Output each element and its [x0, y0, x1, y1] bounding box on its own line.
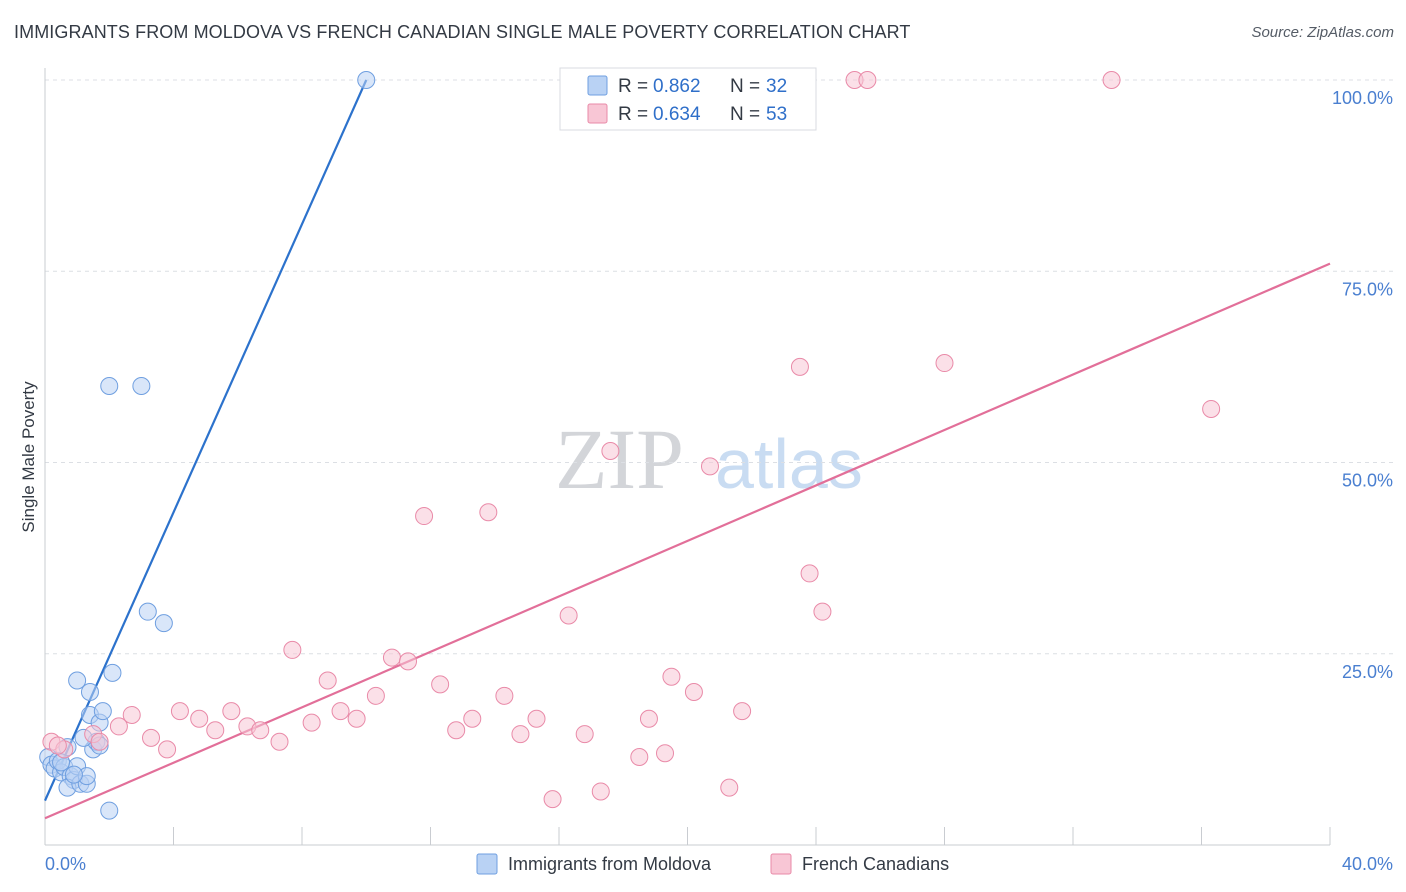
legend-r-label-french-canadians: R =	[618, 104, 648, 125]
data-points	[39, 71, 1221, 820]
point-french-canadians	[858, 71, 877, 89]
point-french-canadians	[1102, 71, 1121, 89]
trend-line-moldova	[43, 79, 368, 802]
point-moldova	[154, 614, 173, 633]
point-french-canadians	[800, 564, 819, 583]
point-french-canadians	[347, 709, 366, 728]
y-tick-label: 50.0%	[1342, 471, 1393, 491]
point-french-canadians	[813, 602, 832, 621]
point-french-canadians	[656, 744, 675, 763]
point-french-canadians	[109, 717, 128, 736]
point-moldova	[68, 671, 87, 690]
point-french-canadians	[222, 702, 241, 721]
point-french-canadians	[366, 686, 385, 705]
bottom-legend-label-moldova: Immigrants from Moldova	[508, 854, 712, 874]
legend-swatch-moldova	[587, 75, 608, 96]
point-french-canadians	[331, 702, 350, 721]
point-french-canadians	[733, 702, 752, 721]
point-french-canadians	[935, 354, 954, 373]
point-french-canadians	[158, 740, 177, 759]
point-french-canadians	[790, 357, 809, 376]
chart-title: IMMIGRANTS FROM MOLDOVA VS FRENCH CANADI…	[14, 22, 911, 42]
axes	[44, 68, 1331, 846]
legend-r-value-moldova: 0.862	[653, 76, 701, 97]
gridlines	[45, 79, 1395, 655]
point-french-canadians	[639, 709, 658, 728]
point-french-canadians	[662, 667, 681, 686]
point-moldova	[357, 71, 376, 89]
point-french-canadians	[399, 652, 418, 671]
point-french-canadians	[142, 728, 161, 747]
point-french-canadians	[190, 709, 209, 728]
point-moldova	[138, 602, 157, 621]
point-french-canadians	[575, 725, 594, 744]
legend-n-label-moldova: N =	[730, 76, 760, 97]
point-moldova	[132, 377, 151, 395]
legend-n-value-moldova: 32	[766, 76, 787, 97]
legend-r-label-moldova: R =	[618, 76, 648, 97]
point-french-canadians	[48, 736, 67, 755]
legend-r-value-french-canadians: 0.634	[653, 104, 701, 125]
point-french-canadians	[559, 606, 578, 625]
y-tick-label: 100.0%	[1332, 88, 1393, 108]
y-axis-label: Single Male Poverty	[19, 381, 38, 533]
bottom-legend-swatch-moldova	[476, 853, 498, 875]
x-tick-label: 40.0%	[1342, 854, 1393, 874]
point-french-canadians	[122, 705, 141, 724]
point-french-canadians	[511, 725, 530, 744]
point-french-canadians	[270, 732, 289, 751]
legend-n-value-french-canadians: 53	[766, 104, 787, 125]
point-french-canadians	[527, 709, 546, 728]
y-tick-label: 25.0%	[1342, 662, 1393, 682]
x-tick-label: 0.0%	[45, 854, 86, 874]
point-moldova	[103, 663, 122, 682]
legend-swatch-french-canadians	[587, 103, 608, 124]
point-french-canadians	[382, 648, 401, 667]
point-french-canadians	[90, 732, 109, 751]
bottom-legend-label-french-canadians: French Canadians	[802, 854, 949, 874]
point-french-canadians	[447, 721, 466, 740]
source-credit: Source: ZipAtlas.com	[1251, 24, 1394, 41]
point-french-canadians	[495, 686, 514, 705]
point-french-canadians	[630, 748, 649, 767]
bottom-legend-swatch-french-canadians	[770, 853, 792, 875]
trend-line-french-canadians	[44, 262, 1331, 820]
legend-n-label-french-canadians: N =	[730, 104, 760, 125]
point-french-canadians	[302, 713, 321, 732]
point-french-canadians	[283, 640, 302, 659]
point-french-canadians	[415, 507, 434, 526]
point-french-canadians	[170, 702, 189, 721]
point-french-canadians	[684, 683, 703, 701]
point-french-canadians	[251, 721, 270, 740]
point-moldova	[93, 702, 112, 721]
point-moldova	[64, 765, 83, 784]
watermark-zip: ZIP	[555, 411, 684, 507]
stats-legend: R = 0.862 N = 32 R = 0.634 N = 53	[559, 67, 817, 131]
point-moldova	[100, 801, 119, 820]
point-french-canadians	[479, 503, 498, 522]
watermark: ZIP atlas	[555, 411, 863, 507]
point-french-canadians	[700, 457, 719, 476]
y-tick-label: 75.0%	[1342, 279, 1393, 299]
watermark-atlas: atlas	[715, 425, 863, 503]
point-french-canadians	[591, 782, 610, 801]
series-legend: Immigrants from Moldova French Canadians	[476, 853, 949, 875]
point-french-canadians	[601, 442, 620, 461]
point-moldova	[100, 377, 119, 395]
point-moldova	[80, 683, 99, 701]
point-french-canadians	[318, 671, 337, 690]
point-french-canadians	[720, 778, 739, 797]
point-french-canadians	[206, 721, 225, 740]
point-french-canadians	[543, 790, 562, 809]
point-french-canadians	[463, 709, 482, 728]
point-french-canadians	[1202, 399, 1221, 418]
tick-labels: 25.0% 50.0% 75.0% 100.0% 0.0% 40.0%	[45, 88, 1393, 874]
point-french-canadians	[431, 675, 450, 694]
